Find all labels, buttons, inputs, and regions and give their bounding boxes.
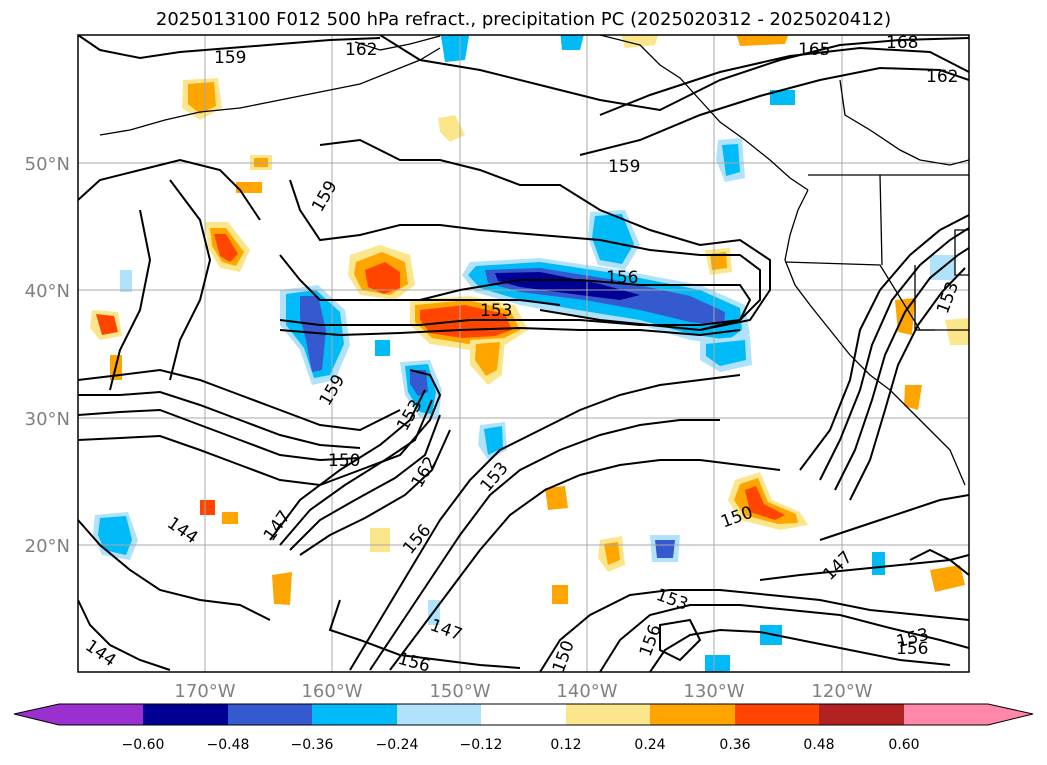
colorbar-cell <box>14 704 59 725</box>
lon-label: 120°W <box>811 681 872 702</box>
contour-label: 165 <box>798 40 830 60</box>
colorbar-tick-labels: −0.60 −0.48 −0.36 −0.24 −0.12 0.12 0.24 … <box>122 737 920 753</box>
contour-label: 162 <box>926 67 958 87</box>
colorbar-tick-label: −0.12 <box>460 737 503 753</box>
colorbar-frame <box>13 703 1034 726</box>
colorbar-cells <box>14 704 1033 725</box>
colorbar-tick-label: 0.24 <box>634 737 665 753</box>
colorbar-tick-label: 0.12 <box>550 737 581 753</box>
colorbar-tick-label: −0.24 <box>376 737 419 753</box>
contour-label: 162 <box>345 40 377 60</box>
lat-label: 30°N <box>25 409 70 430</box>
contour-label: 159 <box>608 157 640 177</box>
lon-label: 160°W <box>301 681 362 702</box>
lat-label: 50°N <box>25 154 70 175</box>
contour-label: 159 <box>214 48 246 68</box>
colorbar-cell <box>650 704 735 725</box>
map-title: 2025013100 F012 500 hPa refract., precip… <box>155 9 892 30</box>
lon-label: 140°W <box>556 681 617 702</box>
refractivity-contours <box>78 35 969 672</box>
colorbar-cell <box>735 704 819 725</box>
colorbar-cell <box>312 704 397 725</box>
colorbar-cell <box>143 704 228 725</box>
contour-label: 156 <box>606 268 638 288</box>
map-frame <box>77 34 970 673</box>
contour-label: 153 <box>480 301 512 321</box>
lat-label: 20°N <box>25 536 70 557</box>
colorbar-tick-label: −0.36 <box>291 737 334 753</box>
precip-positive-shading <box>90 35 969 605</box>
map-plot-area <box>78 35 969 672</box>
colorbar-cell <box>819 704 904 725</box>
precip-negative-shading <box>93 35 955 672</box>
contour-label: 168 <box>886 33 918 53</box>
colorbar-cell <box>397 704 481 725</box>
colorbar-cell <box>904 704 988 725</box>
lat-label: 40°N <box>25 281 70 302</box>
colorbar-tick-label: −0.48 <box>207 737 250 753</box>
contour-label: 150 <box>328 451 360 471</box>
colorbar-cell <box>988 704 1033 725</box>
lon-label: 150°W <box>429 681 490 702</box>
colorbar-cell <box>566 704 650 725</box>
colorbar-cell <box>59 704 143 725</box>
lon-label: 170°W <box>174 681 235 702</box>
colorbar-tick-label: −0.60 <box>122 737 165 753</box>
colorbar-cell <box>481 704 566 725</box>
contour-label: 156 <box>896 639 928 659</box>
gridlines <box>78 35 969 672</box>
colorbar-tick-label: 0.60 <box>888 737 919 753</box>
colorbar-cell <box>228 704 312 725</box>
lon-label: 130°W <box>683 681 744 702</box>
latitude-labels: 50°N 40°N 30°N 20°N <box>25 154 70 557</box>
colorbar-tick-label: 0.36 <box>719 737 750 753</box>
colorbar: −0.60 −0.48 −0.36 −0.24 −0.12 0.12 0.24 … <box>13 703 1034 753</box>
colorbar-tick-label: 0.48 <box>803 737 834 753</box>
longitude-labels: 170°W 160°W 150°W 140°W 130°W 120°W <box>174 681 872 702</box>
